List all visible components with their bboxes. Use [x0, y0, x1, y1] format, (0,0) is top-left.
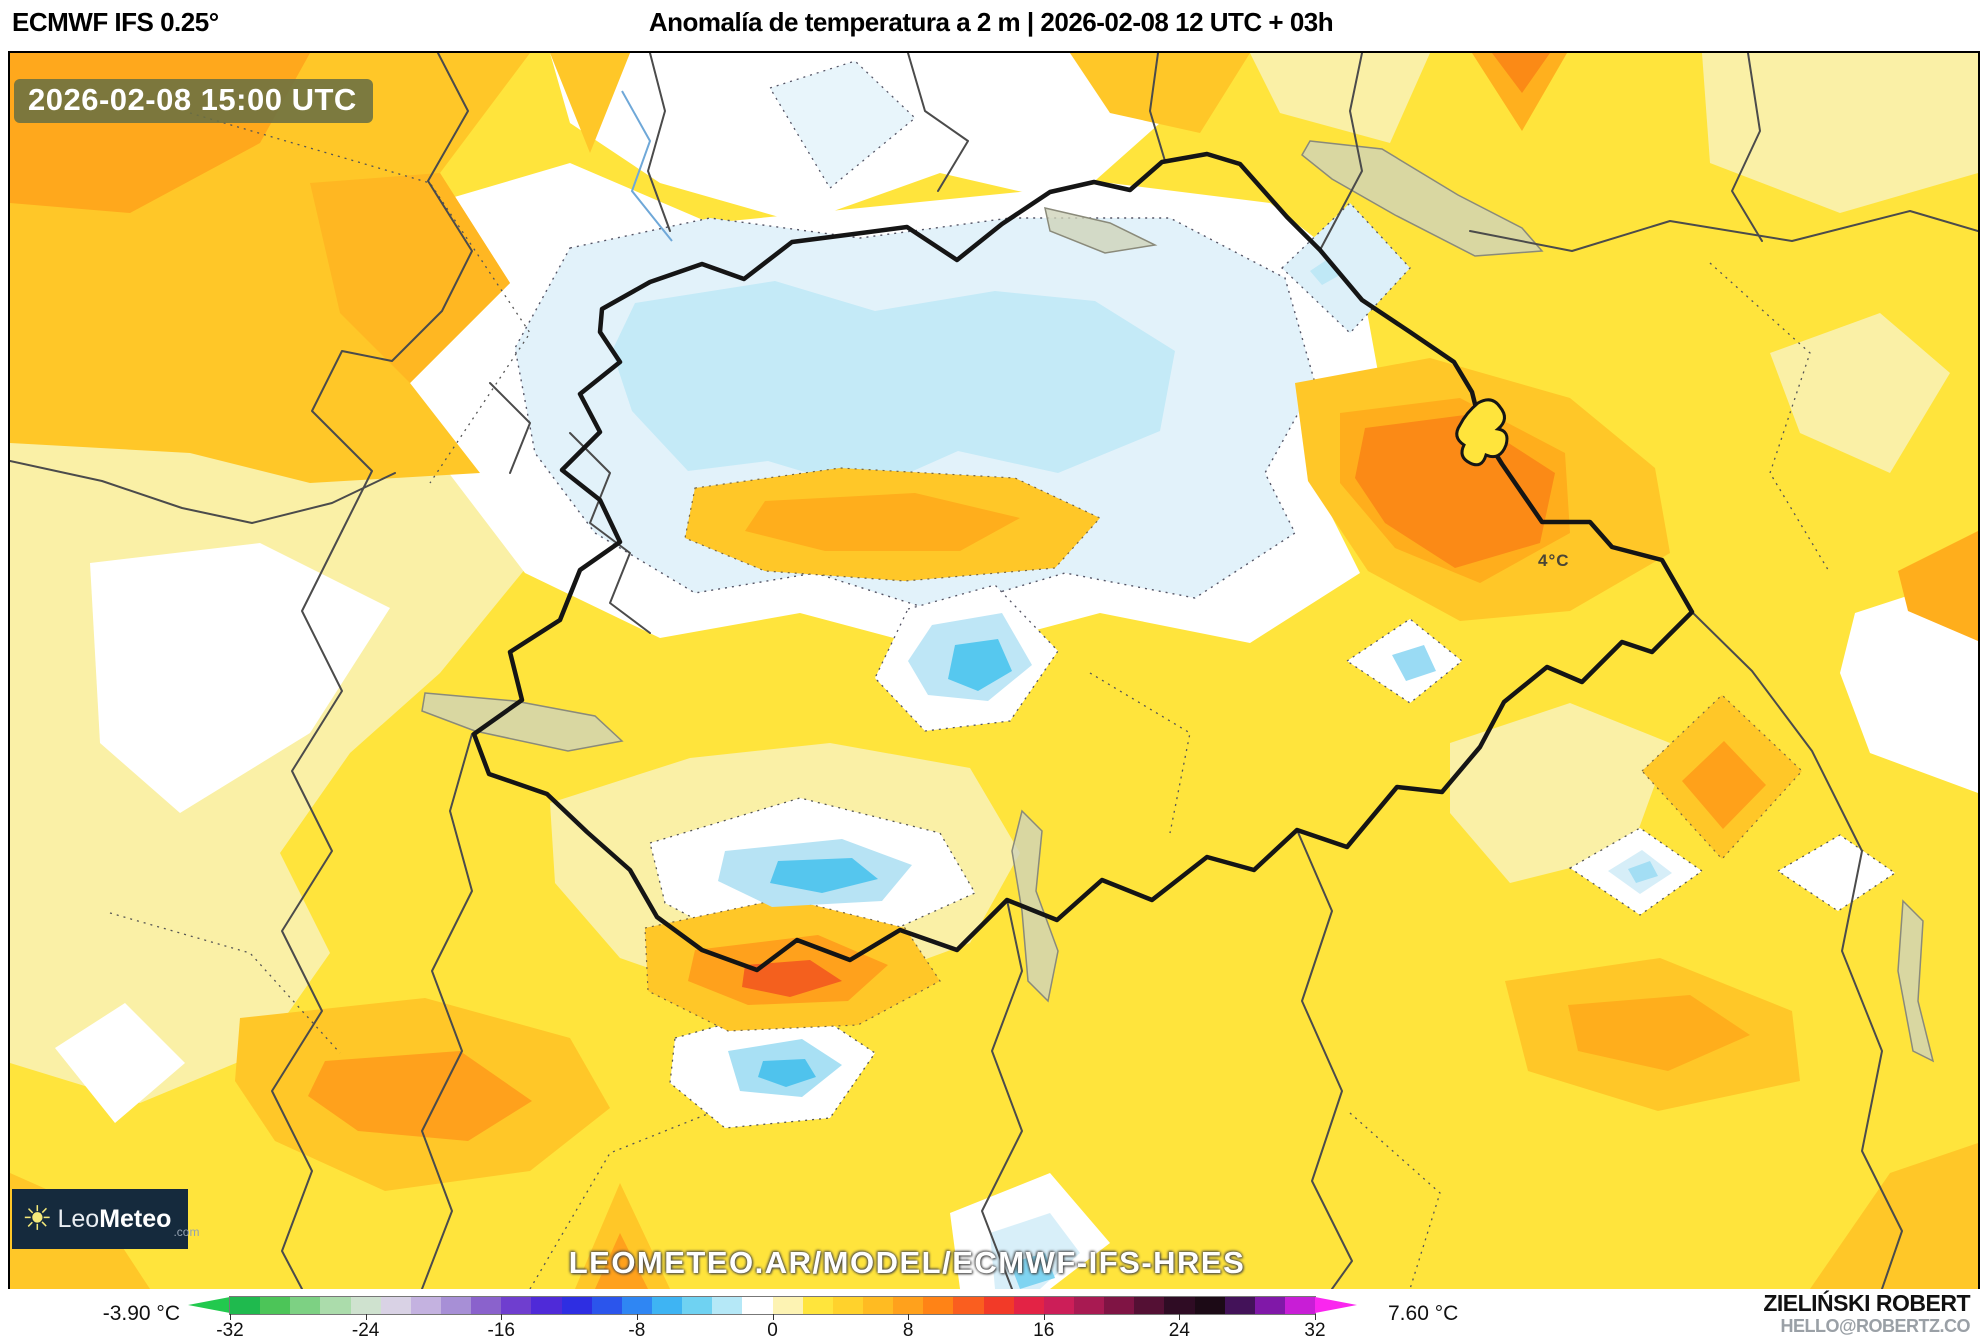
colorbar-segment	[561, 1297, 592, 1314]
colorbar-left-arrow	[188, 1297, 230, 1313]
leometeo-logo: ☀ Leo Meteo .com	[12, 1189, 199, 1249]
tick-label: 32	[1304, 1320, 1326, 1341]
credit-name: ZIELIŃSKI ROBERT	[1763, 1290, 1970, 1316]
colorbar-segment	[923, 1297, 954, 1314]
colorbar-segment	[832, 1297, 863, 1314]
colorbar-segment	[862, 1297, 894, 1314]
colorbar-segment	[1134, 1297, 1165, 1314]
colorbar-max-label: 7.60 °C	[1388, 1302, 1459, 1325]
colorbar-ticks: -32 -24 -16 -8 0 8 16 24 32	[216, 1297, 1326, 1341]
colorbar-segment	[1104, 1297, 1135, 1314]
colorbar-segment	[290, 1297, 321, 1314]
tick-label: -8	[628, 1320, 646, 1341]
colorbar-segment	[591, 1297, 622, 1314]
tick-label: 8	[902, 1320, 914, 1341]
anomaly-map-canvas	[10, 53, 1978, 1289]
tick-mark	[636, 1314, 638, 1320]
colorbar-segment	[410, 1297, 441, 1314]
tick-label: 24	[1168, 1320, 1190, 1341]
colorbar-strip: -3.90 °C -32 -24 -16 -8 0 8 16 24 32 7.60 °C ZIE…	[0, 1289, 1982, 1341]
tick-mark	[365, 1314, 367, 1320]
colorbar-segment	[1073, 1297, 1105, 1314]
colorbar-segment	[712, 1297, 743, 1314]
tick-mark	[1315, 1314, 1316, 1320]
temperature-point-label: 4°C	[1538, 551, 1570, 570]
credit-block: ZIELIŃSKI ROBERT HELLO@ROBERTZ.CO	[1763, 1290, 1970, 1336]
model-title: ECMWF IFS 0.25°	[12, 7, 219, 37]
colorbar-segment	[953, 1297, 984, 1314]
colorbar-segment	[651, 1297, 683, 1314]
colorbar-segment	[471, 1297, 502, 1314]
colorbar-segment	[893, 1297, 924, 1314]
colorbar-segment	[1043, 1297, 1074, 1314]
colorbar-segment	[742, 1297, 773, 1314]
colorbar-segment	[1284, 1297, 1316, 1314]
colorbar-segment	[983, 1297, 1014, 1314]
tick-mark	[1179, 1314, 1181, 1320]
watermark-text: LEOMETEO.AR/MODEL/ECMWF-IFS-HRES	[568, 1245, 1246, 1280]
colorbar-min-label: -3.90 °C	[102, 1302, 180, 1325]
credit-email: HELLO@ROBERTZ.CO	[1780, 1316, 1970, 1336]
header-bar: ECMWF IFS 0.25° Anomalía de temperatura …	[0, 0, 1982, 40]
colorbar-segment	[380, 1297, 411, 1314]
tick-mark	[908, 1314, 910, 1320]
tick-label: -16	[487, 1320, 515, 1341]
tick-label: 16	[1033, 1320, 1055, 1341]
colorbar-right-arrow	[1315, 1297, 1357, 1313]
tick-label: -24	[351, 1320, 380, 1341]
colorbar-segment	[802, 1297, 833, 1314]
colorbar-segment	[320, 1297, 351, 1314]
logo-text-suffix: .com	[173, 1225, 200, 1239]
colorbar-segment	[1224, 1297, 1255, 1314]
colorbar-segment	[531, 1297, 562, 1314]
colorbar-segment	[621, 1297, 652, 1314]
timestamp-badge: 2026-02-08 15:00 UTC	[14, 79, 373, 123]
colorbar-segment	[230, 1297, 261, 1314]
tick-mark	[230, 1314, 231, 1320]
colorbar-gradient	[229, 1296, 1316, 1315]
tick-label: 0	[767, 1320, 778, 1341]
colorbar-segment	[501, 1297, 532, 1314]
weather-map: 2026-02-08 15:00 UTC 4°C LEOMETEO.AR/MOD…	[8, 51, 1980, 1291]
colorbar-segment	[1164, 1297, 1195, 1314]
colorbar-segment	[440, 1297, 472, 1314]
colorbar-segment	[682, 1297, 713, 1314]
sun-icon: ☀	[22, 1200, 53, 1238]
page-title: Anomalía de temperatura a 2 m | 2026-02-…	[648, 7, 1334, 37]
tick-label: -32	[216, 1320, 244, 1341]
colorbar	[188, 1296, 1357, 1315]
colorbar-segment	[350, 1297, 381, 1314]
colorbar-segment	[1194, 1297, 1225, 1314]
tick-mark	[1043, 1314, 1045, 1320]
tick-mark	[772, 1314, 774, 1320]
tick-mark	[501, 1314, 503, 1320]
colorbar-segment	[772, 1297, 803, 1314]
colorbar-segment	[1254, 1297, 1285, 1314]
colorbar-segment	[1013, 1297, 1044, 1314]
logo-text-leo: Leo	[57, 1204, 100, 1233]
colorbar-segment	[260, 1297, 291, 1314]
logo-text-meteo: Meteo	[99, 1204, 172, 1233]
